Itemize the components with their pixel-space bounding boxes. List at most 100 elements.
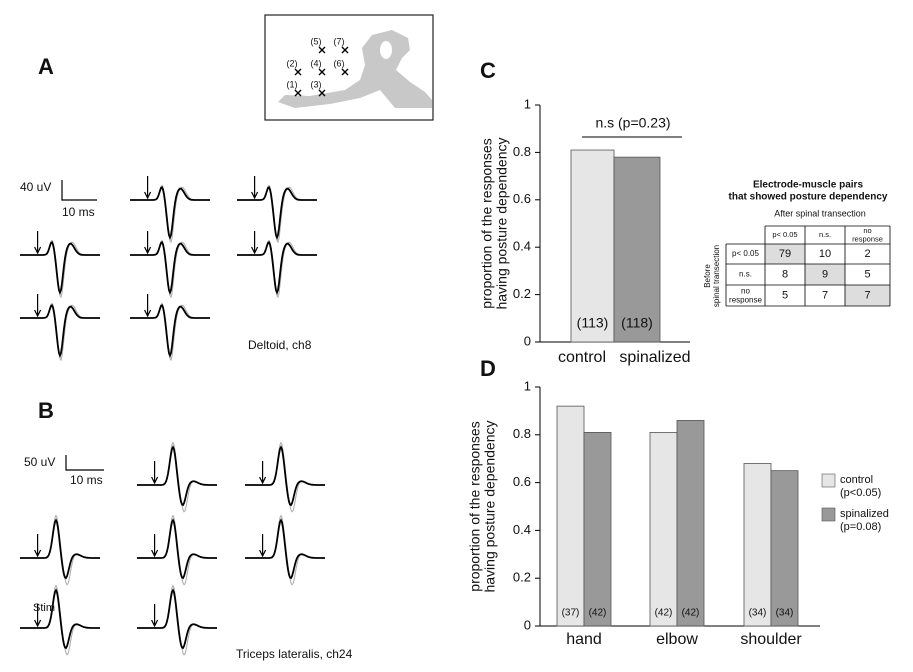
table-cell: 2 [864,248,870,260]
scale-label: 50 uV [24,455,55,469]
y-tick-label: 0.8 [513,144,531,159]
legend-label: spinalized [840,508,889,520]
emg-trace [237,240,317,296]
bar [583,432,612,627]
table-row-label: n.s. [739,270,752,279]
y-axis-label: having posture dependency [482,420,498,592]
emg-trace [130,303,210,359]
emg-trace [130,302,210,362]
table-col-header: After spinal transection [774,208,866,218]
emg-trace [20,302,100,362]
n-label: (34) [776,608,794,619]
stim-arrow [151,604,159,628]
table-title: that showed posture dependency [729,192,888,203]
electrode-label: (4) [311,58,322,68]
emg-trace [20,239,100,299]
text-line: response [852,234,883,243]
table-cell: 79 [779,248,791,260]
legend-note: (p<0.05) [840,487,881,499]
table-cell: 9 [822,268,828,280]
y-axis-label: proportion of the responses [479,138,495,308]
emg-trace [130,240,210,296]
n-label: (118) [621,315,653,331]
table-shade [845,285,890,306]
text-line: no [741,287,750,296]
y-tick-label: 0 [524,617,531,632]
table-row-label: p< 0.05 [732,249,759,258]
emg-trace [137,445,217,507]
emg-trace [245,445,325,507]
panel-label: A [38,54,54,79]
table-shade [805,264,845,285]
stim-arrow [144,176,152,200]
y-tick-label: 1 [524,378,531,393]
y-tick-label: 0.8 [513,426,531,441]
bar [743,463,772,627]
bar [649,432,678,627]
emg-trace [130,184,210,244]
trace-caption: Deltoid, ch8 [248,338,312,352]
x-tick-label: control [558,349,606,366]
monkey-inset [264,14,434,121]
panel-label: B [38,398,54,423]
electrode-mark [318,89,326,97]
electrode-label: (3) [311,79,322,89]
stim-arrow [259,534,267,558]
emg-trace [20,303,100,359]
n-label: (34) [749,608,767,619]
scale-label: 40 uV [20,180,51,194]
emg-trace [20,240,100,296]
bar [570,149,615,343]
electrode-mark [318,46,326,54]
emg-trace [245,518,325,580]
emg-trace [237,239,317,299]
stim-label: Stim [33,602,55,614]
stim-arrow [34,231,42,255]
bar [770,470,799,627]
x-tick-label: spinalized [619,349,690,366]
emg-trace [20,518,100,580]
text-line: no [863,226,871,235]
emg-trace [130,185,210,241]
bar [556,405,585,627]
electrode-mark [318,68,326,76]
y-tick-label: 0.4 [513,522,531,537]
table-column-label: n.s. [819,230,831,239]
legend-note: (p=0.08) [840,521,881,533]
table-cell: 5 [864,268,870,280]
y-axis-label: proportion of the responses [467,421,483,591]
y-tick-label: 0 [524,333,531,348]
text-line: response [729,296,762,305]
stim-arrow [151,461,159,485]
electrode-label: (1) [287,79,298,89]
trace-caption: Triceps lateralis, ch24 [236,647,353,661]
emg-trace [237,185,317,241]
y-tick-label: 0.2 [513,570,531,585]
n-label: (37) [562,608,580,619]
scale-label: 10 ms [70,473,103,487]
monkey-silhouette [278,30,432,108]
stim-arrow [34,534,42,558]
electrode-label: (6) [334,58,345,68]
n-label: (42) [589,608,607,619]
n-label: (42) [655,608,673,619]
y-tick-label: 0.2 [513,286,531,301]
x-tick-label: hand [566,631,602,648]
y-tick-label: 1 [524,96,531,111]
stim-arrow [34,294,42,318]
panel-label: D [480,356,496,381]
y-axis-label: having posture dependency [494,137,510,309]
legend-label: control [840,474,873,486]
emg-trace [237,184,317,244]
x-tick-label: elbow [656,631,698,648]
table-title: Electrode-muscle pairs [753,180,863,191]
scale-bar [65,455,104,471]
electrode-mark [341,68,349,76]
bar [613,156,661,343]
electrode-label: (2) [287,58,298,68]
electrode-mark [341,46,349,54]
bar [676,420,705,627]
stim-arrow [144,231,152,255]
table-column-label: p< 0.05 [772,230,797,239]
